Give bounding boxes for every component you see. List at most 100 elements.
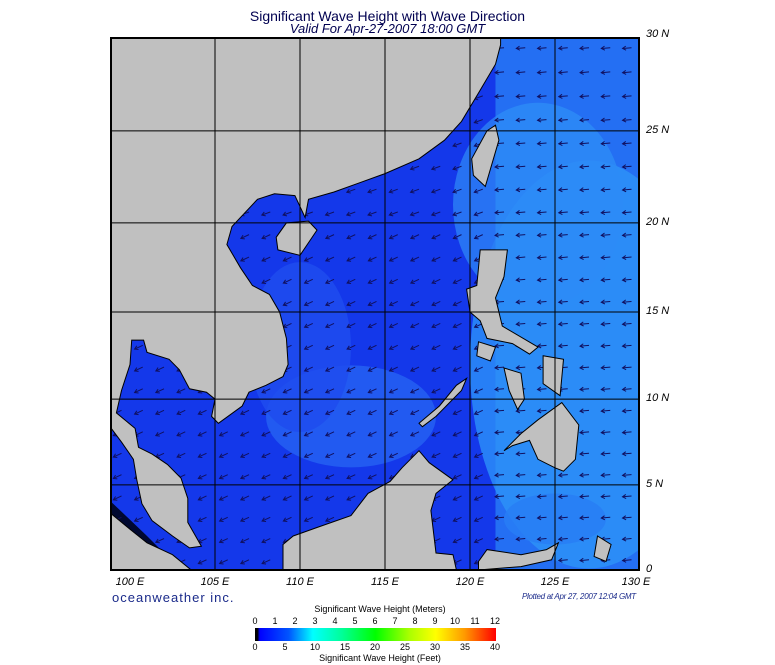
wave-direction-arrow — [515, 536, 526, 542]
wave-direction-arrow — [515, 365, 526, 371]
arrow-shaft — [537, 322, 547, 325]
wave-direction-arrow — [557, 69, 568, 75]
arrow-head — [557, 164, 563, 170]
wave-direction-arrow — [282, 278, 292, 285]
arrow-shaft — [537, 538, 547, 540]
wave-direction-arrow — [621, 386, 632, 392]
arrow-head — [536, 69, 542, 75]
arrow-shaft — [601, 71, 611, 74]
wave-direction-arrow — [600, 472, 611, 478]
wave-direction-arrow — [473, 388, 483, 394]
arrow-shaft — [601, 234, 611, 236]
land-samar-leyte — [542, 355, 565, 397]
arrow-shaft — [579, 344, 590, 347]
arrow-head — [197, 496, 203, 501]
arrow-head — [515, 141, 521, 146]
arrow-head — [579, 299, 584, 305]
wave-direction-arrow — [431, 388, 441, 394]
arrow-head — [345, 188, 351, 194]
arrow-shaft — [346, 409, 356, 415]
arrow-head — [536, 472, 542, 478]
arrow-head — [515, 494, 521, 499]
land-sumatra — [111, 513, 192, 570]
arrow-head — [431, 345, 437, 351]
colorbar-tick-feet: 35 — [459, 642, 470, 652]
arrow-head — [621, 93, 627, 99]
arrow-head — [303, 388, 309, 394]
arrow-head — [388, 388, 394, 394]
arrow-shaft — [601, 256, 611, 259]
wave-direction-arrow — [154, 388, 165, 394]
wave-direction-arrow — [579, 164, 590, 170]
wave-direction-arrow — [621, 451, 632, 457]
arrow-shaft — [494, 409, 505, 412]
arrow-shaft — [389, 409, 398, 415]
arrow-shaft — [494, 165, 505, 168]
arrow-head — [282, 301, 288, 307]
arrow-head — [536, 299, 542, 305]
arrow-shaft — [622, 165, 632, 168]
arrow-shaft — [346, 344, 356, 350]
arrow-head — [515, 515, 521, 521]
wave-direction-arrow — [452, 409, 462, 416]
arrow-head — [579, 472, 584, 478]
wave-direction-arrow — [600, 187, 611, 193]
arrow-shaft — [622, 322, 632, 325]
arrow-shaft — [261, 256, 271, 262]
wave-direction-arrow — [621, 365, 632, 371]
arrow-shaft — [346, 323, 356, 328]
arrow-head — [557, 117, 563, 123]
arrow-shaft — [537, 409, 547, 412]
arrow-shaft — [198, 516, 207, 522]
arrow-shaft — [601, 47, 611, 49]
wave-direction-arrow — [536, 232, 547, 238]
arrow-head — [557, 187, 563, 193]
wave-direction-arrow — [494, 408, 505, 414]
arrow-shaft — [579, 142, 590, 145]
wave-direction-arrow — [515, 232, 526, 238]
arrow-head — [579, 45, 584, 51]
arrow-head — [494, 164, 499, 170]
arrow-shaft — [410, 256, 420, 262]
arrow-head — [346, 453, 352, 458]
wave-direction-arrow — [621, 515, 632, 521]
wave-direction-arrow — [536, 408, 547, 414]
arrow-shaft — [494, 431, 505, 434]
wave-direction-arrow — [430, 188, 441, 194]
arrow-head — [388, 301, 394, 307]
arrow-head — [494, 117, 499, 123]
wave-direction-arrow — [600, 343, 611, 349]
wave-direction-arrow — [600, 408, 611, 414]
colorbar-tick-feet: 30 — [429, 642, 440, 652]
wave-direction-arrow — [536, 494, 547, 499]
arrow-shaft — [410, 431, 420, 437]
arrow-head — [388, 211, 394, 217]
arrow-head — [431, 432, 437, 437]
arrow-head — [473, 410, 479, 416]
arrow-shaft — [494, 234, 505, 236]
arrow-shaft — [516, 495, 526, 498]
wave-direction-arrow — [600, 277, 611, 283]
wave-direction-arrow — [346, 301, 356, 307]
arrow-head — [557, 277, 563, 283]
arrow-head — [133, 367, 139, 372]
arrow-head — [473, 388, 479, 394]
arrow-head — [388, 410, 394, 416]
colorbar-tick-meters: 2 — [292, 616, 298, 626]
wave-direction-arrow — [473, 495, 483, 501]
arrow-shaft — [453, 344, 462, 350]
arrow-shaft — [494, 474, 505, 476]
arrow-head — [367, 279, 373, 285]
colorbar-tick-meters: 7 — [392, 616, 398, 626]
arrow-head — [536, 141, 542, 146]
wave-direction-arrow — [579, 277, 590, 283]
arrow-shaft — [601, 322, 611, 325]
arrow-shaft — [368, 234, 377, 239]
wave-direction-arrow — [197, 516, 207, 522]
arrow-shaft — [389, 452, 398, 458]
arrow-head — [515, 321, 521, 327]
arrow-head — [346, 410, 352, 416]
arrow-head — [600, 141, 606, 146]
wave-direction-arrow — [473, 538, 483, 544]
arrow-head — [346, 279, 352, 285]
